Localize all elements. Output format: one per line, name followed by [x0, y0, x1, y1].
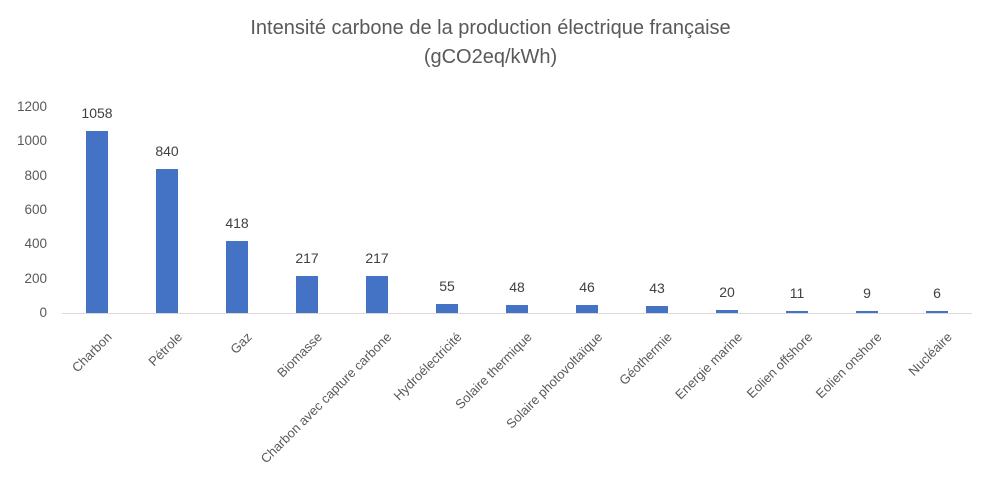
chart-title-line1: Intensité carbone de la production élect…: [250, 17, 731, 39]
bar: [86, 131, 108, 313]
chart-title: Intensité carbone de la production élect…: [0, 14, 981, 72]
y-tick-label: 800: [24, 167, 47, 183]
x-axis-line: [62, 313, 972, 314]
y-tick-label: 200: [24, 270, 47, 286]
category-label: Géothermie: [616, 329, 675, 388]
bar-value-label: 11: [789, 285, 805, 301]
bar-value-label: 840: [155, 142, 179, 159]
bar-value-label: 46: [579, 279, 595, 296]
bar-value-label: 55: [439, 277, 455, 294]
bar: [156, 168, 178, 313]
bar: [856, 311, 878, 313]
category-label: Charbon avec capture carbone: [258, 329, 395, 467]
category-label: Pétrole: [145, 329, 185, 370]
bar-value-label: 48: [509, 278, 525, 295]
bar: [646, 305, 668, 313]
bar-value-label: 217: [365, 249, 389, 266]
category-label: Gaz: [227, 329, 255, 357]
bar: [506, 304, 528, 313]
category-label: Hydroélectricité: [390, 329, 465, 404]
bar: [436, 303, 458, 313]
bar-value-label: 418: [225, 215, 249, 232]
bar-value-label: 9: [863, 285, 871, 301]
bar-value-label: 6: [933, 285, 941, 301]
bar: [296, 275, 318, 313]
category-label: Eolien offshore: [743, 329, 815, 402]
category-label: Energie marine: [671, 329, 745, 403]
category-label: Charbon: [69, 329, 115, 376]
bar: [366, 275, 388, 313]
y-tick-label: 400: [24, 236, 47, 252]
y-tick-label: 1200: [16, 99, 47, 114]
bar: [786, 311, 808, 313]
y-tick-label: 0: [39, 305, 47, 320]
bar: [926, 311, 948, 313]
bar: [716, 309, 738, 313]
chart-title-line2: (gCO2eq/kWh): [423, 46, 558, 68]
bar-value-label: 1058: [81, 105, 113, 122]
category-label: Nucléaire: [905, 329, 955, 379]
bar-value-label: 217: [295, 249, 319, 266]
bar-value-label: 20: [719, 283, 735, 300]
category-label: Eolien onshore: [812, 329, 885, 402]
y-tick-label: 1000: [16, 133, 47, 149]
bar-value-label: 43: [649, 279, 665, 296]
y-tick-label: 600: [24, 202, 47, 217]
category-label: Biomasse: [273, 329, 325, 381]
bar: [226, 241, 248, 313]
bar: [576, 305, 598, 313]
